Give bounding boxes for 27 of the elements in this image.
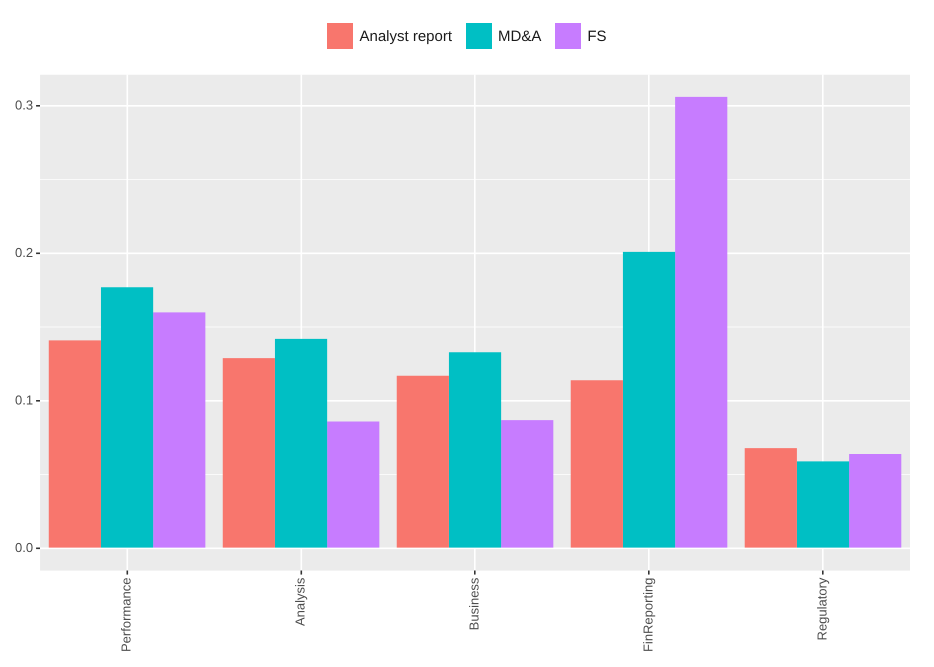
y-tick-label: 0.1 [14,392,34,408]
bar [100,287,154,548]
bar [501,420,554,548]
bar [274,338,328,548]
x-tick-label: Regulatory [814,577,830,640]
bar [796,461,850,548]
x-tick-label: Analysis [292,577,308,626]
legend-label: MD&A [498,28,542,44]
legend-label: FS [587,28,607,44]
x-tick-label: FinReporting [640,578,656,652]
bar [570,380,623,548]
bar [448,352,502,548]
y-tick-label: 0.3 [14,97,34,112]
bar [396,376,449,548]
y-tick-label: 0.2 [14,244,34,260]
bar [327,422,380,548]
bar [48,340,101,548]
bar [153,312,206,548]
y-tick-label: 0.0 [14,540,34,556]
x-tick-label: Performance [118,578,134,652]
bar [744,448,797,548]
bar [849,454,902,548]
bar [675,96,728,548]
bar [222,358,275,548]
legend-label: Analyst report [359,28,452,44]
x-tick-label: Business [466,577,482,630]
bar [622,252,676,548]
